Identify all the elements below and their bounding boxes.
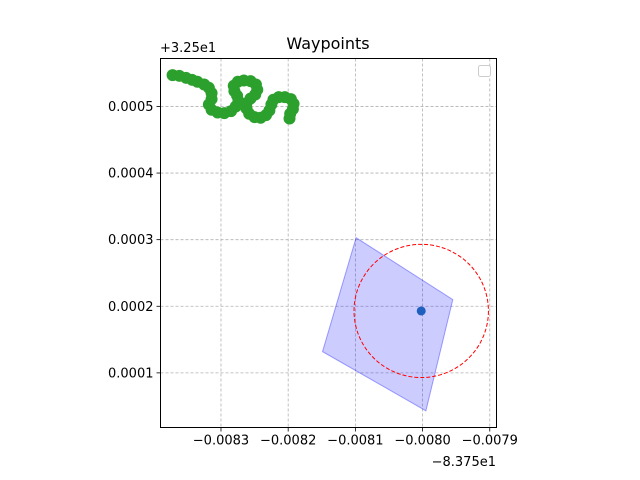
x-offset-label: −8.375e1 [432, 455, 496, 470]
axis-ticks: −0.0083 −0.0082 −0.0081 −0.0080 −0.0079 0.000… [108, 100, 518, 449]
x-tick-label: −0.0083 [193, 434, 249, 449]
x-tick-label: −0.0082 [260, 434, 316, 449]
y-tick-label: 0.0002 [108, 300, 154, 315]
legend-box [478, 65, 491, 77]
radius-circle [353, 243, 489, 379]
y-tick-label: 0.0003 [108, 233, 154, 248]
x-tick-label: −0.0081 [327, 434, 383, 449]
plot-area-frame [160, 58, 497, 428]
y-tick-label: 0.0001 [108, 366, 154, 381]
y-tick-label: 0.0004 [108, 167, 154, 182]
waypoint-marker [283, 112, 296, 125]
x-tick-label: −0.0079 [462, 434, 518, 449]
plot-data [166, 69, 489, 412]
area-polygon [321, 236, 454, 412]
x-tick-label: −0.0080 [394, 434, 450, 449]
y-tick-label: 0.0005 [108, 100, 154, 115]
center-point [416, 306, 426, 316]
y-offset-label: +3.25e1 [160, 41, 216, 56]
chart-title: Waypoints [286, 34, 369, 53]
